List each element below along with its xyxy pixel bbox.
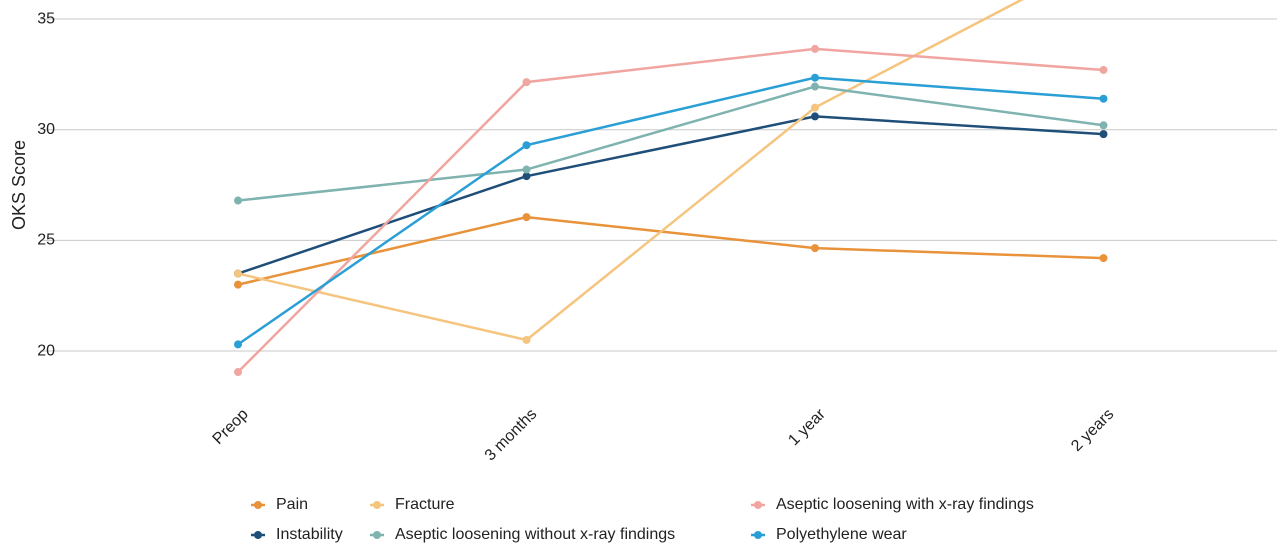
legend-label: Aseptic loosening with x-ray findings [776,496,1034,513]
data-point [1099,65,1108,74]
data-point [234,340,242,349]
data-point [522,335,531,344]
data-point [522,213,531,222]
data-point [1099,94,1108,103]
data-point [234,368,242,377]
data-point [811,73,819,82]
series-line [237,115,1104,275]
series-line [237,215,1104,286]
data-point [1099,121,1108,130]
legend-swatch [254,531,262,539]
legend-label: Fracture [395,496,455,513]
plot-area [40,0,1277,377]
legend-swatch [754,501,762,509]
data-point [522,78,531,87]
legend-swatch [373,501,381,509]
y-tick-label: 20 [37,342,55,359]
data-point [234,280,242,289]
series-line [237,0,1024,342]
data-point [811,44,819,53]
x-tick-label: Preop [210,406,252,448]
series-line [237,47,1104,373]
data-point [811,244,819,253]
y-axis-label: OKS Score [9,140,29,230]
data-point [234,269,242,278]
data-point [1099,254,1108,263]
x-tick-label: 3 months [482,406,541,465]
data-point [522,165,531,174]
data-point [811,103,819,112]
y-tick-label: 25 [37,232,55,249]
y-tick-label: 35 [37,10,55,27]
data-point [811,82,819,91]
legend-label: Aseptic loosening without x-ray findings [395,526,675,543]
y-tick-label: 30 [37,121,55,138]
data-point [522,172,531,181]
series-line [237,85,1104,202]
legend-swatch [754,531,762,539]
series-line [237,76,1104,346]
x-tick-label: 2 years [1068,406,1117,455]
data-point [522,141,531,150]
data-point [234,196,242,205]
legend-label: Pain [276,496,308,513]
x-tick-label: 1 year [785,405,829,449]
legend-label: Instability [276,526,343,543]
data-point [1099,130,1108,139]
legend-swatch [373,531,381,539]
data-point [811,112,819,121]
legend-swatch [254,501,262,509]
legend-label: Polyethylene wear [776,526,907,543]
